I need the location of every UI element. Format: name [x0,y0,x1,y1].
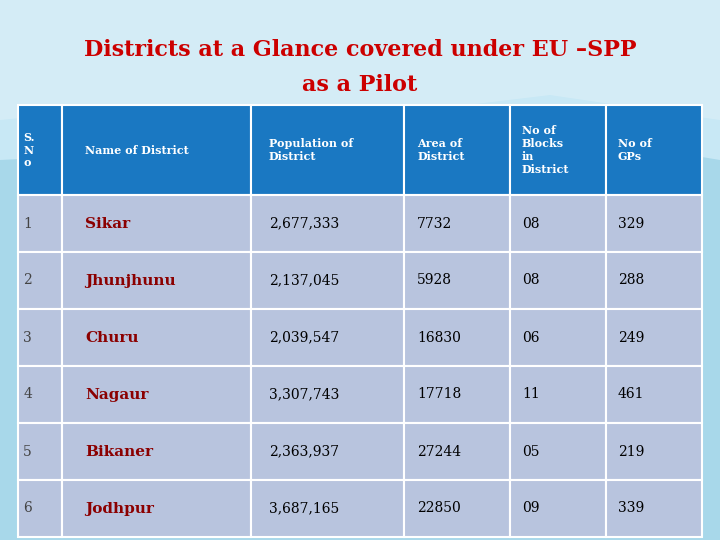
Text: No of
Blocks
in
District: No of Blocks in District [522,125,570,175]
Text: Jhunjhunu: Jhunjhunu [85,273,176,287]
Bar [63,423,251,480]
Bar [606,105,702,195]
Text: 249: 249 [618,330,644,345]
Bar [510,423,606,480]
Text: 5: 5 [23,444,32,458]
Bar [405,423,510,480]
Bar [63,195,251,252]
Text: 288: 288 [618,273,644,287]
Bar [251,309,405,366]
Bar [510,366,606,423]
Bar [18,252,63,309]
Text: 6: 6 [23,502,32,516]
Bar [510,252,606,309]
Text: 461: 461 [618,388,644,402]
Text: 05: 05 [522,444,539,458]
Bar [251,423,405,480]
Text: Jodhpur: Jodhpur [85,502,154,516]
Polygon shape [0,0,720,125]
Text: 2,363,937: 2,363,937 [269,444,339,458]
Text: 3,687,165: 3,687,165 [269,502,339,516]
Bar [251,195,405,252]
Text: Name of District: Name of District [85,145,189,156]
Text: 16830: 16830 [417,330,461,345]
Bar [18,423,63,480]
Bar [63,309,251,366]
Bar [405,105,510,195]
Bar [18,480,63,537]
Bar [510,480,606,537]
Bar [18,195,63,252]
Text: 06: 06 [522,330,539,345]
Text: 339: 339 [618,502,644,516]
Text: Nagaur: Nagaur [85,388,148,402]
Text: 7732: 7732 [417,217,452,231]
Bar [405,195,510,252]
Text: 4: 4 [23,388,32,402]
Text: 1: 1 [23,217,32,231]
Text: S.
N
o: S. N o [23,132,35,168]
Text: 3,307,743: 3,307,743 [269,388,339,402]
Text: 08: 08 [522,273,539,287]
Text: 2,677,333: 2,677,333 [269,217,339,231]
Text: Population of
District: Population of District [269,138,353,162]
Bar [606,309,702,366]
Text: Bikaner: Bikaner [85,444,153,458]
Text: 329: 329 [618,217,644,231]
Text: Churu: Churu [85,330,138,345]
Text: 27244: 27244 [417,444,462,458]
Text: 11: 11 [522,388,540,402]
Bar [606,423,702,480]
Text: 3: 3 [23,330,32,345]
Bar [18,105,63,195]
Bar [251,252,405,309]
Text: 5928: 5928 [417,273,452,287]
Bar [251,366,405,423]
Bar [251,480,405,537]
Bar [251,105,405,195]
Text: 2,137,045: 2,137,045 [269,273,339,287]
Text: Area of
District: Area of District [417,138,464,162]
Bar [63,366,251,423]
Text: Sikar: Sikar [85,217,130,231]
Text: 219: 219 [618,444,644,458]
Text: Districts at a Glance covered under EU –SPP: Districts at a Glance covered under EU –… [84,39,636,61]
Bar [405,252,510,309]
Bar [63,480,251,537]
Text: No of
GPs: No of GPs [618,138,652,162]
Bar [63,105,251,195]
Bar [405,309,510,366]
Bar [18,309,63,366]
Text: as a Pilot: as a Pilot [302,74,418,96]
Bar [606,480,702,537]
Bar [63,252,251,309]
Text: 2: 2 [23,273,32,287]
Bar [405,480,510,537]
Text: 2,039,547: 2,039,547 [269,330,339,345]
Text: 22850: 22850 [417,502,461,516]
Bar [510,309,606,366]
Bar [606,252,702,309]
Text: 17718: 17718 [417,388,462,402]
Bar [510,195,606,252]
Text: 08: 08 [522,217,539,231]
Bar [405,366,510,423]
Bar [606,195,702,252]
Bar [18,366,63,423]
Bar [510,105,606,195]
Bar [606,366,702,423]
Text: 09: 09 [522,502,539,516]
Polygon shape [0,0,720,170]
